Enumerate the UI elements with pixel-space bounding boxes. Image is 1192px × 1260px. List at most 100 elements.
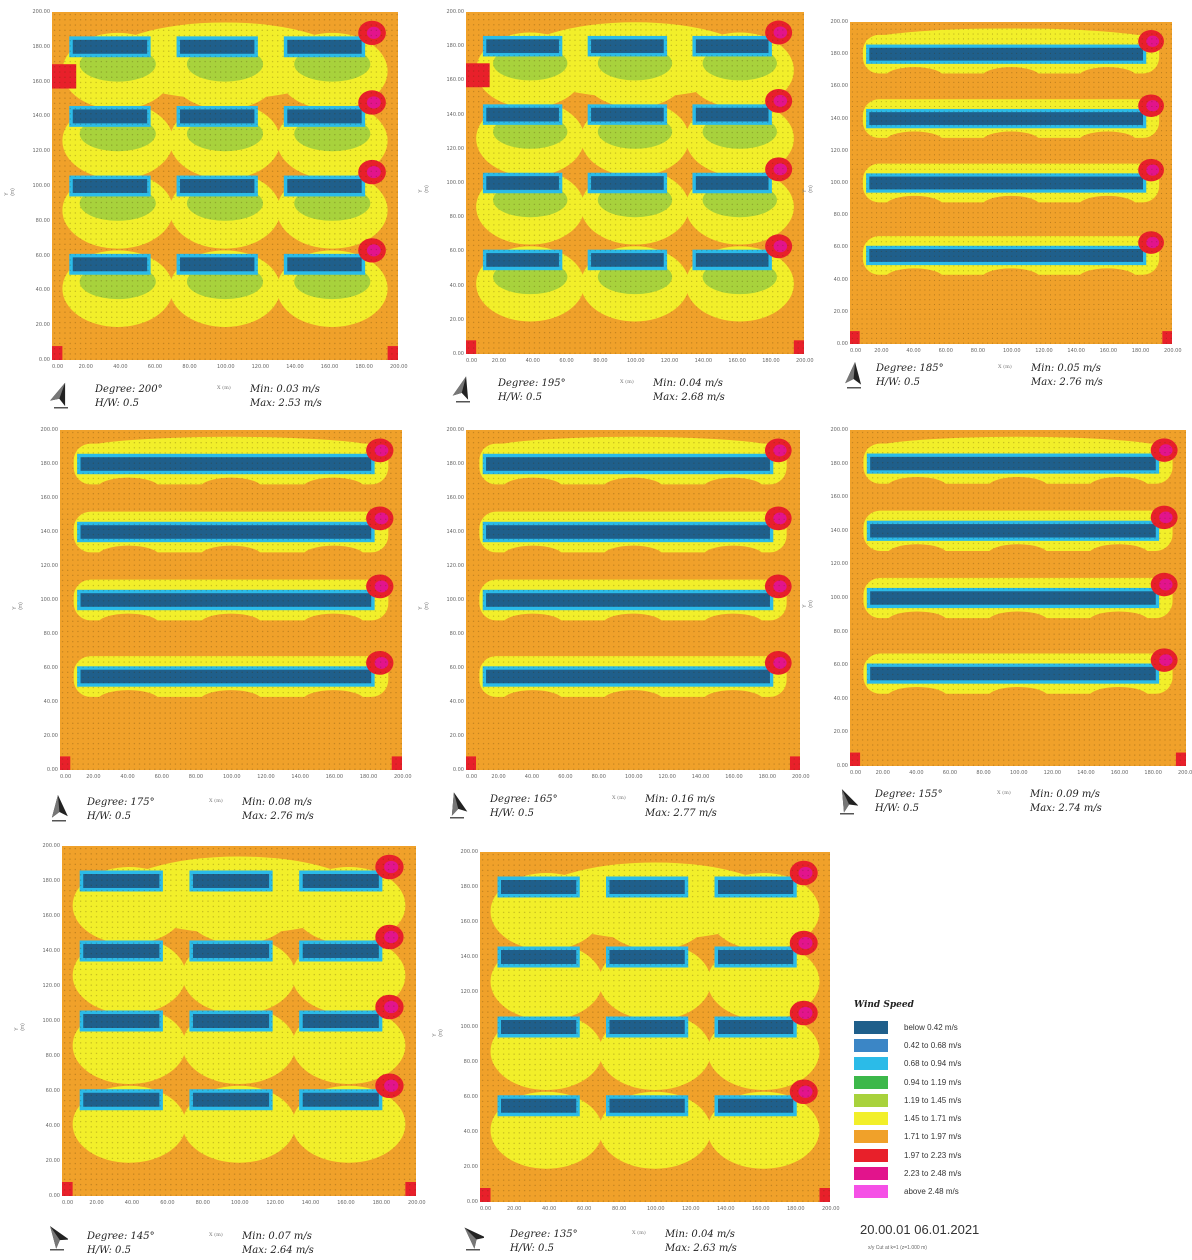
heatmap-plot xyxy=(62,846,416,1196)
y-axis-ticks: 0.00 20.00 40.00 60.00 80.00 100.00 120.00 140.… xyxy=(36,843,61,1199)
x-tick-label: 40.00 xyxy=(525,358,540,364)
max-speed-label: Max: 2.53 m/s xyxy=(250,398,322,409)
y-axis-unit: Y (m) xyxy=(801,185,814,193)
x-tick-label: 100.00 xyxy=(217,364,235,370)
max-speed-label: Max: 2.77 m/s xyxy=(645,808,717,819)
x-tick-label: 0.00 xyxy=(480,1206,492,1212)
x-tick-label: 180.00 xyxy=(787,1206,805,1212)
y-tick-label: 140.00 xyxy=(446,529,465,535)
x-tick-label: 60.00 xyxy=(154,774,169,780)
x-tick-label: 80.00 xyxy=(182,364,197,370)
y-tick-label: 20.00 xyxy=(449,733,464,739)
y-tick-label: 40.00 xyxy=(35,287,50,294)
y-tick-label: 40.00 xyxy=(449,282,464,289)
y-tick-label: 120.00 xyxy=(42,983,61,989)
x-axis-ticks: 0.00 20.00 40.00 60.00 80.00 100.00 120.00 140.… xyxy=(466,774,810,782)
heatmap-svg xyxy=(480,852,830,1202)
legend-label: 0.94 to 1.19 m/s xyxy=(904,1077,962,1087)
y-tick-label: 160.00 xyxy=(446,495,465,501)
cut-label: x/y Cut at k=1 (z=1.000 m) xyxy=(868,1245,927,1251)
x-tick-label: 140.00 xyxy=(691,774,710,780)
y-tick-label: 40.00 xyxy=(833,695,848,702)
min-speed-label: Min: 0.04 m/s xyxy=(665,1229,735,1240)
x-tick-label: 40.00 xyxy=(113,364,128,370)
y-tick-label: 0.00 xyxy=(38,357,50,363)
min-speed-label: Min: 0.03 m/s xyxy=(250,384,320,395)
x-tick-label: 120.00 xyxy=(658,774,676,780)
x-tick-label: 60.00 xyxy=(147,364,163,370)
heatmap-svg xyxy=(62,846,416,1196)
y-tick-label: 100.00 xyxy=(32,183,51,189)
degree-label: Degree: 145° xyxy=(87,1231,155,1242)
north-arrow-icon xyxy=(843,360,865,390)
x-tick-label: 160.00 xyxy=(337,1200,355,1206)
hw-label: H/W: 0.5 xyxy=(876,377,920,388)
y-tick-label: 180.00 xyxy=(460,884,479,890)
y-tick-label: 100.00 xyxy=(40,597,59,603)
legend-swatch xyxy=(854,1112,888,1126)
x-axis-ticks: 0.00 20.00 40.00 60.00 80.00 100.00 120.00 140.… xyxy=(60,774,412,782)
y-tick-label: 200.00 xyxy=(460,849,479,855)
y-tick-label: 60.00 xyxy=(43,665,58,671)
y-tick-label: 120.00 xyxy=(446,145,465,152)
heatmap-svg xyxy=(850,430,1186,766)
x-axis-unit: X (m) xyxy=(612,795,626,801)
x-tick-label: 120.00 xyxy=(266,1200,284,1206)
x-tick-label: 180.00 xyxy=(1144,770,1162,776)
y-tick-label: 40.00 xyxy=(463,1129,478,1135)
y-tick-label: 180.00 xyxy=(830,460,849,467)
y-axis-ticks: 0.00 20.00 40.00 60.00 80.00 100.00 120.00 140.… xyxy=(26,9,51,363)
y-axis-unit: Y (m) xyxy=(801,600,814,608)
x-axis-unit: X (m) xyxy=(620,379,634,385)
y-tick-label: 0.00 xyxy=(452,767,464,773)
y-axis-unit: Y (m) xyxy=(431,1029,444,1037)
heatmap-svg xyxy=(850,22,1172,344)
legend-label: 1.71 to 1.97 m/s xyxy=(904,1132,962,1142)
grid-dots xyxy=(850,430,1186,766)
x-tick-label: 20.00 xyxy=(86,774,101,780)
y-tick-label: 200.00 xyxy=(32,9,51,15)
min-speed-label: Min: 0.04 m/s xyxy=(653,378,723,389)
x-tick-label: 140.00 xyxy=(1077,770,1095,776)
heatmap-plot xyxy=(60,430,402,770)
degree-label: Degree: 185° xyxy=(876,363,944,374)
x-tick-label: 160.00 xyxy=(325,774,344,780)
hw-label: H/W: 0.5 xyxy=(875,803,919,814)
x-tick-label: 0.00 xyxy=(60,774,72,780)
x-tick-label: 0.00 xyxy=(466,358,478,364)
x-tick-label: 140.00 xyxy=(1067,348,1085,354)
x-tick-label: 180.00 xyxy=(355,364,373,370)
north-arrow-icon xyxy=(446,790,468,820)
y-axis-ticks: 0.00 20.00 40.00 60.00 80.00 100.00 120.00 140.… xyxy=(824,427,849,769)
legend-item: 1.71 to 1.97 m/s xyxy=(854,1128,1014,1146)
x-tick-label: 80.00 xyxy=(976,770,991,776)
x-axis-ticks: 0.00 20.00 40.00 60.00 80.00 100.00 120.00 140.… xyxy=(466,358,814,366)
grid-dots xyxy=(480,852,830,1202)
y-tick-label: 140.00 xyxy=(42,948,61,954)
degree-label: Degree: 165° xyxy=(490,794,558,805)
y-tick-label: 20.00 xyxy=(449,316,464,323)
y-tick-label: 80.00 xyxy=(833,212,848,219)
legend-label: 2.23 to 2.48 m/s xyxy=(904,1169,962,1179)
y-tick-label: 160.00 xyxy=(40,495,59,501)
x-tick-label: 20.00 xyxy=(491,358,507,364)
y-tick-label: 180.00 xyxy=(446,461,465,467)
x-tick-label: 20.00 xyxy=(491,774,506,780)
y-tick-label: 20.00 xyxy=(833,308,848,315)
grid-dots xyxy=(52,12,398,360)
y-tick-label: 100.00 xyxy=(42,1018,61,1024)
north-arrow-icon xyxy=(46,1222,70,1252)
degree-label: Degree: 195° xyxy=(498,378,566,389)
degree-label: Degree: 135° xyxy=(510,1229,578,1240)
y-tick-label: 40.00 xyxy=(449,699,464,705)
x-tick-label: 60.00 xyxy=(942,770,958,776)
x-tick-label: 0.00 xyxy=(52,364,64,370)
north-arrow-icon xyxy=(836,786,859,816)
legend-label: 0.68 to 0.94 m/s xyxy=(904,1059,962,1069)
x-tick-label: 60.00 xyxy=(559,358,574,364)
y-tick-label: 80.00 xyxy=(449,214,464,221)
x-axis-unit: X (m) xyxy=(209,1232,223,1238)
x-tick-label: 40.00 xyxy=(124,1200,140,1206)
x-tick-label: 20.00 xyxy=(875,770,890,776)
grid-dots xyxy=(466,12,804,354)
